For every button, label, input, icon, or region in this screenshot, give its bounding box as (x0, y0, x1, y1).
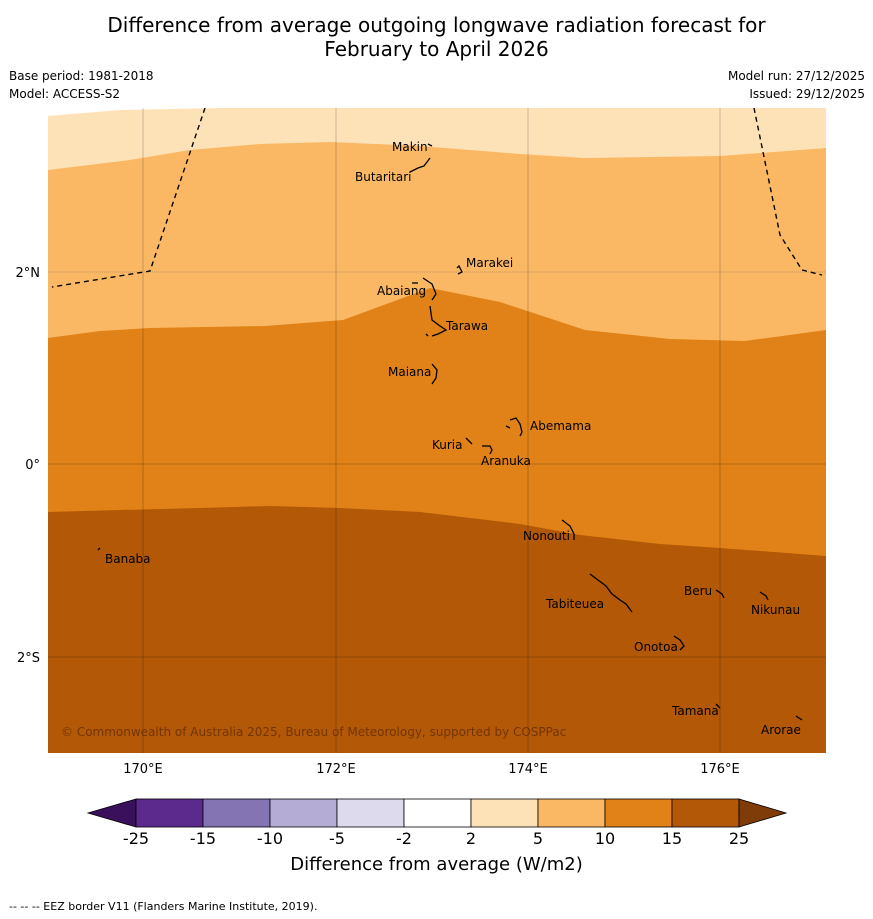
place-onotoa: Onotoa (634, 640, 678, 654)
colorbar-label-15: 15 (661, 829, 683, 848)
place-abaiang: Abaiang (377, 284, 426, 298)
lon-label-170: 170°E (123, 762, 163, 777)
colorbar-segment-3 (269, 798, 338, 828)
chart-title-line1: Difference from average outgoing longwav… (107, 13, 766, 37)
place-tabiteuea: Tabiteuea (545, 597, 604, 611)
colorbar-label-25: 25 (728, 829, 750, 848)
band-5-10 (48, 108, 826, 341)
place-nikunau: Nikunau (751, 603, 800, 617)
island-outlines (97, 143, 803, 721)
lon-label-172: 172°E (316, 762, 356, 777)
colorbar-segment-9 (671, 798, 740, 828)
band-edge (48, 108, 220, 116)
colorbar-label-neg2: -2 (396, 829, 412, 848)
place-nonouti: Nonouti (523, 529, 570, 543)
colorbar-segment-6 (470, 798, 539, 828)
colorbar-title: Difference from average (W/m2) (290, 854, 583, 875)
model-run: Model run: 27/12/2025 (727, 69, 865, 83)
colorbar-label-neg25: -25 (122, 829, 150, 848)
place-makin: Makin (392, 140, 428, 154)
colorbar-segment-4 (336, 798, 405, 828)
lat-label-2s: 2°S (17, 651, 40, 666)
colorbar-high-extend (738, 798, 788, 828)
place-kuria: Kuria (432, 438, 463, 452)
colorbar-label-neg15: -15 (189, 829, 217, 848)
issued-date: Issued: 29/12/2025 (749, 87, 865, 101)
colorbar (86, 798, 788, 828)
place-butaritari: Butaritari (355, 170, 412, 184)
copyright-notice: © Commonwealth of Australia 2025, Bureau… (61, 725, 566, 739)
graticule (48, 108, 826, 753)
colorbar-label-neg10: -10 (256, 829, 284, 848)
colorbar-segment-7 (537, 798, 606, 828)
lat-label-2n: 2°N (16, 266, 41, 281)
colorbar-label-10: 10 (594, 829, 616, 848)
place-arorae: Arorae (761, 723, 801, 737)
colorbar-label-5: 5 (532, 829, 544, 848)
eez-footnote: -- -- -- EEZ border V11 (Flanders Marine… (9, 900, 318, 913)
place-labels: Makin Butaritari Marakei Abaiang Tarawa … (105, 140, 801, 737)
place-tamana: Tamana (671, 704, 719, 718)
colorbar-segment-2 (202, 798, 271, 828)
colorbar-segment-5 (403, 798, 472, 828)
place-marakei: Marakei (466, 256, 513, 270)
lon-axis-labels: 170°E 172°E 174°E 176°E (123, 762, 740, 777)
chart-title-line2: February to April 2026 (324, 37, 549, 61)
place-beru: Beru (684, 584, 712, 598)
model-name: Model: ACCESS-S2 (9, 87, 121, 101)
place-aranuka: Aranuka (481, 454, 531, 468)
map-plot-area: Makin Butaritari Marakei Abaiang Tarawa … (48, 108, 826, 753)
colorbar-segment-8 (604, 798, 673, 828)
place-maiana: Maiana (388, 365, 431, 379)
colorbar-label-neg5: -5 (329, 829, 345, 848)
colorbar-segment-1 (135, 798, 204, 828)
place-banaba: Banaba (105, 552, 151, 566)
place-abemama: Abemama (530, 419, 591, 433)
base-period: Base period: 1981-2018 (9, 69, 154, 83)
lon-label-176: 176°E (700, 762, 740, 777)
place-tarawa: Tarawa (445, 319, 488, 333)
colorbar-low-extend (86, 798, 137, 828)
lon-label-174: 174°E (508, 762, 548, 777)
eez-border (51, 108, 823, 288)
colorbar-label-2: 2 (465, 829, 477, 848)
band-2-5 (48, 108, 826, 170)
lat-label-0: 0° (25, 458, 40, 473)
lat-axis-labels: 2°N 0° 2°S (16, 266, 41, 666)
